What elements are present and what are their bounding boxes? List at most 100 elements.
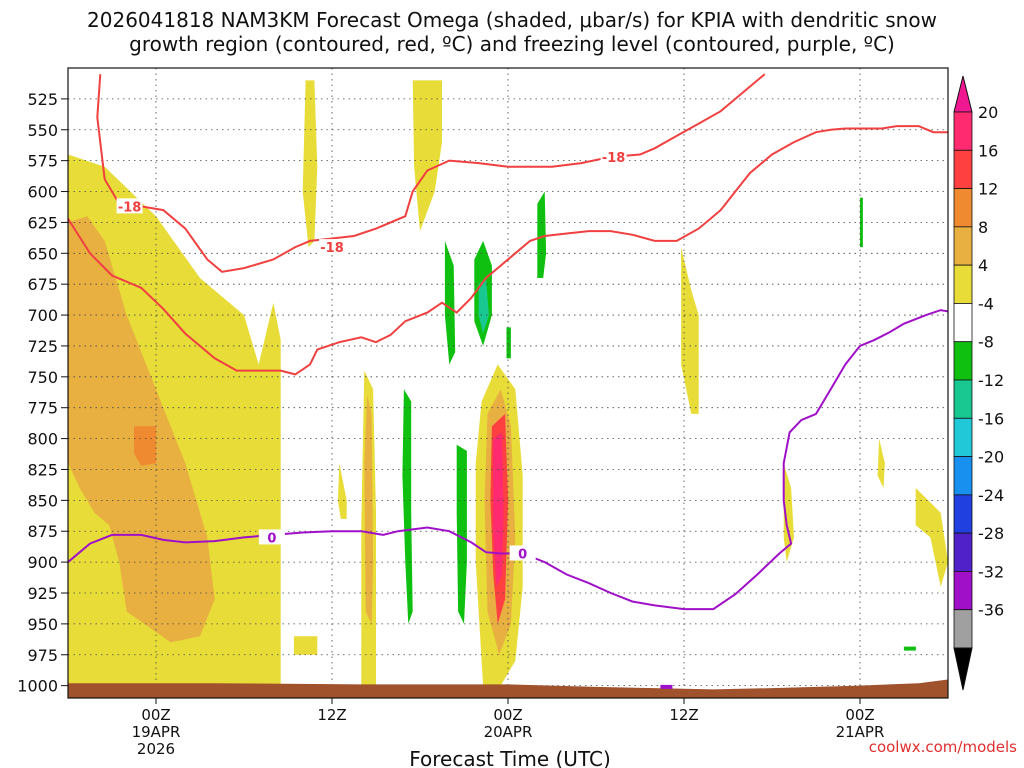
- colorbar-label-4: 4: [978, 256, 988, 275]
- y-tick-label-525: 525: [27, 90, 58, 109]
- x-tick-label-4-1: 21APR: [836, 723, 885, 741]
- colorbar-label-9: -20: [978, 448, 1004, 467]
- omega-shading-layer: [68, 80, 948, 686]
- x-tick-label-0-2: 2026: [137, 740, 175, 758]
- x-tick-label-0-0: 00Z: [141, 706, 170, 724]
- x-tick-label-2-0: 00Z: [493, 706, 522, 724]
- colorbar-label-6: -8: [978, 333, 994, 352]
- omega-region-16: [293, 636, 318, 655]
- omega-region-23: [506, 327, 511, 359]
- colorbar-bin-10: [953, 494, 973, 534]
- colorbar-bin-11: [953, 532, 973, 572]
- x-axis-label: Forecast Time (UTC): [409, 747, 611, 768]
- contour-layer: -18 -18 -18 0 0: [68, 73, 948, 611]
- omega-region-14: [877, 438, 885, 488]
- contour-label-1: -18: [320, 241, 344, 256]
- contour-label-bg-3: [258, 529, 285, 545]
- y-tick-label-700: 700: [27, 306, 58, 325]
- y-tick-label-625: 625: [27, 213, 58, 232]
- omega-region-3: [302, 80, 318, 248]
- colorbar-bin-3: [953, 226, 973, 266]
- colorbar-label-3: 8: [978, 218, 988, 237]
- y-tick-label-800: 800: [27, 430, 58, 449]
- chart-title-line-2: growth region (contoured, red, ºC) and f…: [129, 32, 895, 56]
- y-tick-label-725: 725: [27, 337, 58, 356]
- y-tick-label-550: 550: [27, 121, 58, 140]
- y-tick-label-850: 850: [27, 491, 58, 510]
- colorbar-bin-9: [953, 456, 973, 496]
- colorbar-bin-12: [953, 571, 973, 611]
- colorbar: 20 16 12 8 4 -4 -8 -12 -16 -20 -24 -28 -32 -36: [953, 75, 1004, 691]
- colorbar-bin-6: [953, 341, 973, 381]
- x-tick-label-0-1: 19APR: [132, 723, 181, 741]
- colorbar-label-1: 16: [978, 141, 998, 160]
- colorbar-bin-0: [953, 111, 973, 151]
- y-tick-label-775: 775: [27, 399, 58, 418]
- omega-region-18: [444, 240, 456, 365]
- y-tick-label-925: 925: [27, 584, 58, 603]
- y-tick-label-875: 875: [27, 522, 58, 541]
- colorbar-label-0: 20: [978, 103, 998, 122]
- colorbar-bottom-arrow: [953, 647, 973, 691]
- omega-region-2: [134, 426, 156, 466]
- x-tick-label-2-1: 20APR: [484, 723, 533, 741]
- colorbar-label-7: -12: [978, 371, 1004, 390]
- omega-region-21: [456, 444, 467, 624]
- colorbar-label-10: -24: [978, 486, 1004, 505]
- omega-region-6: [364, 395, 374, 624]
- y-tick-label-575: 575: [27, 152, 58, 171]
- y-tick-label-600: 600: [27, 183, 58, 202]
- colorbar-label-8: -16: [978, 409, 1004, 428]
- surface-terrain: [68, 679, 948, 698]
- colorbar-label-2: 12: [978, 180, 998, 199]
- colorbar-bin-1: [953, 149, 973, 189]
- omega-region-20: [478, 278, 489, 334]
- colorbar-bin-4: [953, 264, 973, 304]
- x-tick-label-3-0: 12Z: [669, 706, 698, 724]
- contour-label-3: 0: [267, 531, 276, 546]
- y-tick-label-750: 750: [27, 368, 58, 387]
- colorbar-bin-8: [953, 417, 973, 457]
- contour-label-2: -18: [602, 151, 626, 166]
- credit-link[interactable]: coolwx.com/models: [869, 738, 1017, 756]
- y-tick-label-650: 650: [27, 244, 58, 263]
- plot-area: -18 -18 -18 0 0: [68, 68, 948, 698]
- omega-region-11: [681, 247, 699, 414]
- colorbar-bin-7: [953, 379, 973, 419]
- y-tick-label-1000: 1000: [17, 677, 58, 696]
- omega-region-15: [915, 488, 948, 587]
- x-tick-label-1-0: 12Z: [317, 706, 346, 724]
- contour-label-bg-0: [116, 198, 143, 214]
- surface-mark-0: [660, 684, 673, 689]
- colorbar-label-11: -28: [978, 524, 1004, 543]
- omega-region-13: [783, 463, 794, 563]
- y-tick-label-675: 675: [27, 275, 58, 294]
- contour-label-4: 0: [518, 547, 527, 562]
- contour-dendritic_growth_lower: [68, 125, 948, 376]
- y-axis: 525 550 575 600 625 650 675 700 725 750 775 800 825 8…: [17, 90, 68, 696]
- omega-region-17: [402, 389, 413, 624]
- colorbar-top-arrow: [953, 75, 973, 113]
- chart-title-line-1: 2026041818 NAM3KM Forecast Omega (shaded…: [87, 8, 937, 32]
- colorbar-bin-5: [953, 303, 973, 343]
- y-tick-label-825: 825: [27, 460, 58, 479]
- colorbar-bin-2: [953, 188, 973, 228]
- contour-label-bg-1: [319, 239, 345, 255]
- omega-region-12: [337, 463, 347, 519]
- y-tick-label-900: 900: [27, 553, 58, 572]
- surface-layer: [68, 646, 948, 698]
- colorbar-bin-13: [953, 609, 973, 649]
- omega-region-22: [537, 191, 547, 278]
- y-tick-label-950: 950: [27, 615, 58, 634]
- contour-label-0: -18: [118, 200, 142, 215]
- contour-label-bg-2: [600, 148, 627, 164]
- y-tick-label-975: 975: [27, 646, 58, 665]
- colorbar-label-13: -36: [978, 601, 1004, 620]
- surface-mark-1: [903, 646, 916, 651]
- contour-label-bg-4: [509, 545, 536, 561]
- omega-region-4: [412, 80, 442, 232]
- x-tick-label-4-0: 00Z: [845, 706, 874, 724]
- colorbar-label-5: -4: [978, 294, 994, 313]
